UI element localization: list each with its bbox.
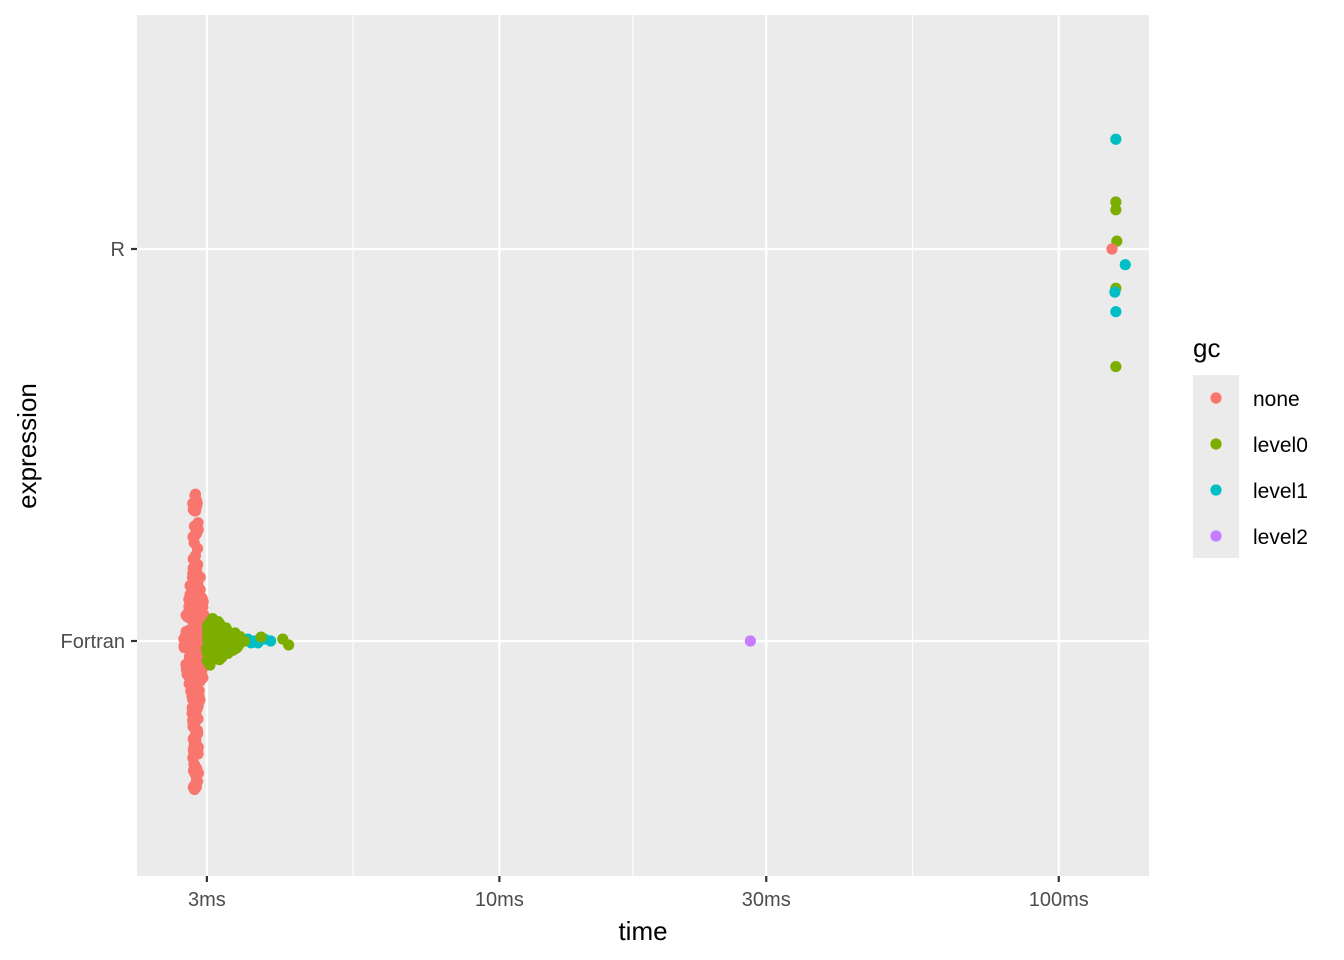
- legend-label-level2: level2: [1253, 526, 1308, 549]
- legend: gc none level0 level1 level2: [1193, 333, 1308, 558]
- legend-label-none: none: [1253, 388, 1300, 411]
- x-axis-title: time: [618, 916, 667, 946]
- point-level0: [204, 659, 216, 671]
- point-none: [1106, 243, 1118, 255]
- legend-key-background: [1193, 375, 1239, 558]
- point-level2: [744, 635, 756, 647]
- x-tick-label: 3ms: [188, 889, 226, 911]
- major-gridlines: [137, 15, 1149, 876]
- point-none: [178, 640, 190, 652]
- legend-key-none: [1210, 392, 1222, 404]
- legend-key-level0: [1210, 438, 1222, 450]
- point-none: [188, 606, 200, 618]
- data-points: [178, 133, 1131, 796]
- y-tick-label: R: [111, 239, 125, 261]
- legend-key-level1: [1210, 484, 1222, 496]
- point-level1: [1110, 133, 1122, 145]
- point-level1: [1110, 306, 1122, 318]
- legend-label-level1: level1: [1253, 480, 1308, 503]
- x-axis: 3ms 10ms 30ms 100ms: [188, 876, 1089, 911]
- point-none: [184, 624, 196, 636]
- point-none: [189, 489, 201, 502]
- point-none: [188, 700, 201, 712]
- legend-label-level0: level0: [1253, 434, 1308, 457]
- x-tick-label: 10ms: [475, 889, 524, 911]
- point-level0: [207, 638, 220, 651]
- x-tick-label: 100ms: [1029, 889, 1089, 911]
- point-level0: [238, 635, 250, 647]
- legend-title: gc: [1193, 333, 1220, 363]
- x-tick-label: 30ms: [742, 889, 791, 911]
- point-none: [197, 601, 209, 613]
- point-level1: [1119, 259, 1131, 271]
- y-axis: Fortran R: [61, 239, 137, 653]
- point-level0: [228, 631, 240, 643]
- point-none: [188, 532, 200, 544]
- point-none: [191, 724, 204, 736]
- legend-key-level2: [1210, 530, 1222, 542]
- panel-background: [137, 15, 1149, 876]
- point-level1: [1109, 286, 1121, 298]
- point-none: [188, 758, 200, 770]
- point-level0: [255, 631, 267, 643]
- point-none: [187, 553, 199, 565]
- point-none: [183, 677, 195, 690]
- point-none: [184, 589, 196, 601]
- point-level0: [1110, 204, 1122, 216]
- point-level0: [202, 627, 214, 640]
- point-none: [190, 561, 202, 573]
- legend-items: none level0 level1 level2: [1210, 388, 1308, 549]
- y-tick-label: Fortran: [61, 631, 125, 653]
- point-none: [188, 649, 200, 661]
- point-none: [188, 739, 200, 752]
- point-none: [188, 780, 200, 792]
- point-level0: [1110, 196, 1122, 208]
- point-none: [187, 714, 199, 727]
- point-level0: [1110, 361, 1122, 373]
- y-axis-title: expression: [12, 383, 42, 509]
- minor-gridlines: [352, 15, 914, 876]
- point-level0: [229, 643, 241, 655]
- point-none: [189, 505, 202, 517]
- point-level0: [277, 633, 289, 645]
- point-level0: [219, 627, 231, 639]
